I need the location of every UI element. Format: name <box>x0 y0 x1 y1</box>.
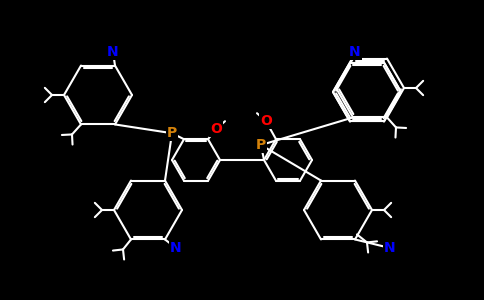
Text: N: N <box>349 45 361 59</box>
Text: P: P <box>256 138 266 152</box>
Text: P: P <box>167 126 177 140</box>
Text: O: O <box>260 114 272 128</box>
Text: O: O <box>210 122 222 136</box>
Text: N: N <box>170 241 182 255</box>
Text: N: N <box>384 241 396 255</box>
Text: N: N <box>107 45 119 59</box>
